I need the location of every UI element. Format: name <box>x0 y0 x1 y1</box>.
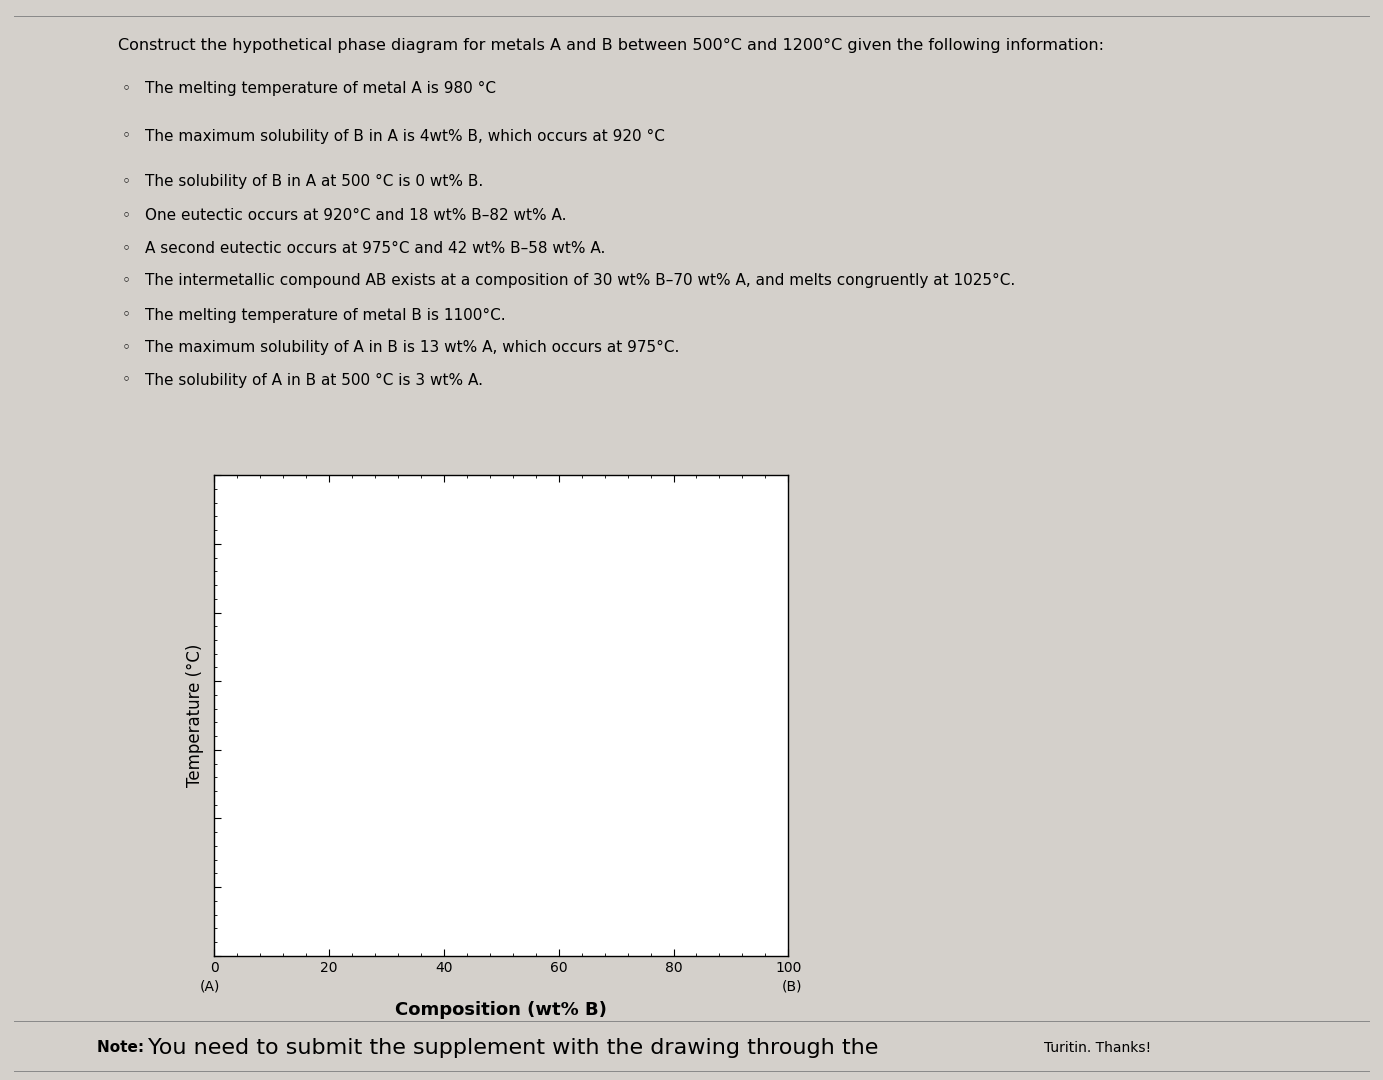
Text: (B): (B) <box>783 980 802 994</box>
Text: One eutectic occurs at 920°C and 18 wt% B–82 wt% A.: One eutectic occurs at 920°C and 18 wt% … <box>145 208 567 224</box>
Text: ◦: ◦ <box>122 373 131 388</box>
Text: The melting temperature of metal A is 980 °C: The melting temperature of metal A is 98… <box>145 81 496 96</box>
Text: The maximum solubility of B in A is 4wt% B, which occurs at 920 °C: The maximum solubility of B in A is 4wt%… <box>145 129 665 144</box>
Text: ◦: ◦ <box>122 308 131 323</box>
Text: The melting temperature of metal B is 1100°C.: The melting temperature of metal B is 11… <box>145 308 506 323</box>
Text: A second eutectic occurs at 975°C and 42 wt% B–58 wt% A.: A second eutectic occurs at 975°C and 42… <box>145 241 606 256</box>
Text: ◦: ◦ <box>122 273 131 288</box>
Text: Turitin. Thanks!: Turitin. Thanks! <box>1044 1041 1151 1054</box>
Text: You need to submit the supplement with the drawing through the: You need to submit the supplement with t… <box>148 1038 885 1057</box>
Text: ◦: ◦ <box>122 208 131 224</box>
Text: ◦: ◦ <box>122 340 131 355</box>
Text: The maximum solubility of A in B is 13 wt% A, which occurs at 975°C.: The maximum solubility of A in B is 13 w… <box>145 340 679 355</box>
Text: The solubility of B in A at 500 °C is 0 wt% B.: The solubility of B in A at 500 °C is 0 … <box>145 174 484 189</box>
Text: Note:: Note: <box>97 1040 149 1055</box>
Text: ◦: ◦ <box>122 129 131 144</box>
Y-axis label: Temperature (°C): Temperature (°C) <box>185 644 203 787</box>
Text: The solubility of A in B at 500 °C is 3 wt% A.: The solubility of A in B at 500 °C is 3 … <box>145 373 483 388</box>
Text: The intermetallic compound AB exists at a composition of 30 wt% B–70 wt% A, and : The intermetallic compound AB exists at … <box>145 273 1015 288</box>
Text: Construct the hypothetical phase diagram for metals A and B between 500°C and 12: Construct the hypothetical phase diagram… <box>118 38 1104 53</box>
Text: ◦: ◦ <box>122 174 131 189</box>
Text: Composition (wt% B): Composition (wt% B) <box>396 1001 607 1018</box>
Text: (A): (A) <box>201 980 220 994</box>
Text: ◦: ◦ <box>122 81 131 96</box>
Text: ◦: ◦ <box>122 241 131 256</box>
